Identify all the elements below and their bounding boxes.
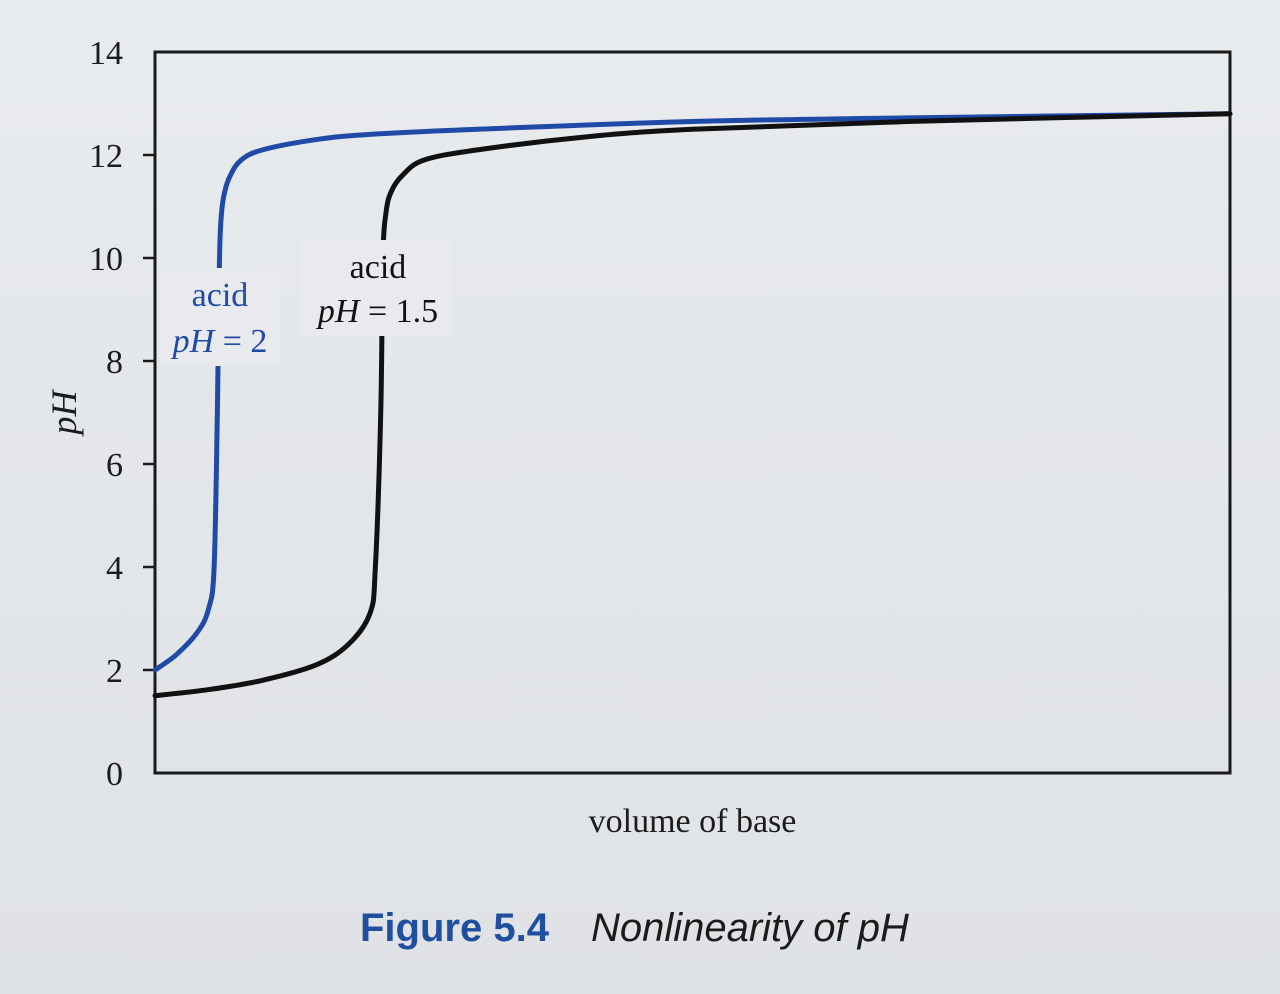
figure-caption: Figure 5.4 Nonlinearity of pH — [360, 906, 909, 951]
y-tick-label: 6 — [106, 447, 123, 484]
y-tick-label: 4 — [106, 550, 123, 587]
y-tick-label: 10 — [89, 241, 123, 278]
figure-title: Nonlinearity of pH — [590, 906, 909, 950]
y-tick-label: 12 — [89, 138, 123, 175]
annotation-line1: acid — [192, 277, 249, 314]
figure-number: Figure 5.4 — [360, 906, 549, 950]
annotation-line1: acid — [350, 249, 407, 286]
y-tick-label: 2 — [106, 653, 123, 690]
y-axis-label: pH — [44, 389, 84, 438]
y-tick-label: 8 — [106, 344, 123, 381]
series-line-0 — [152, 111, 1233, 673]
annotation-line2: pH = 1.5 — [316, 293, 438, 330]
x-axis-label: volume of base — [589, 803, 797, 840]
y-tick-label: 0 — [106, 756, 123, 793]
annotation-backing — [300, 240, 452, 336]
annotation-backing — [160, 268, 280, 366]
y-tick-label: 14 — [89, 35, 123, 72]
annotation-line2: pH = 2 — [171, 323, 268, 360]
plot-frame — [153, 50, 1232, 775]
series-line-1 — [152, 111, 1233, 699]
